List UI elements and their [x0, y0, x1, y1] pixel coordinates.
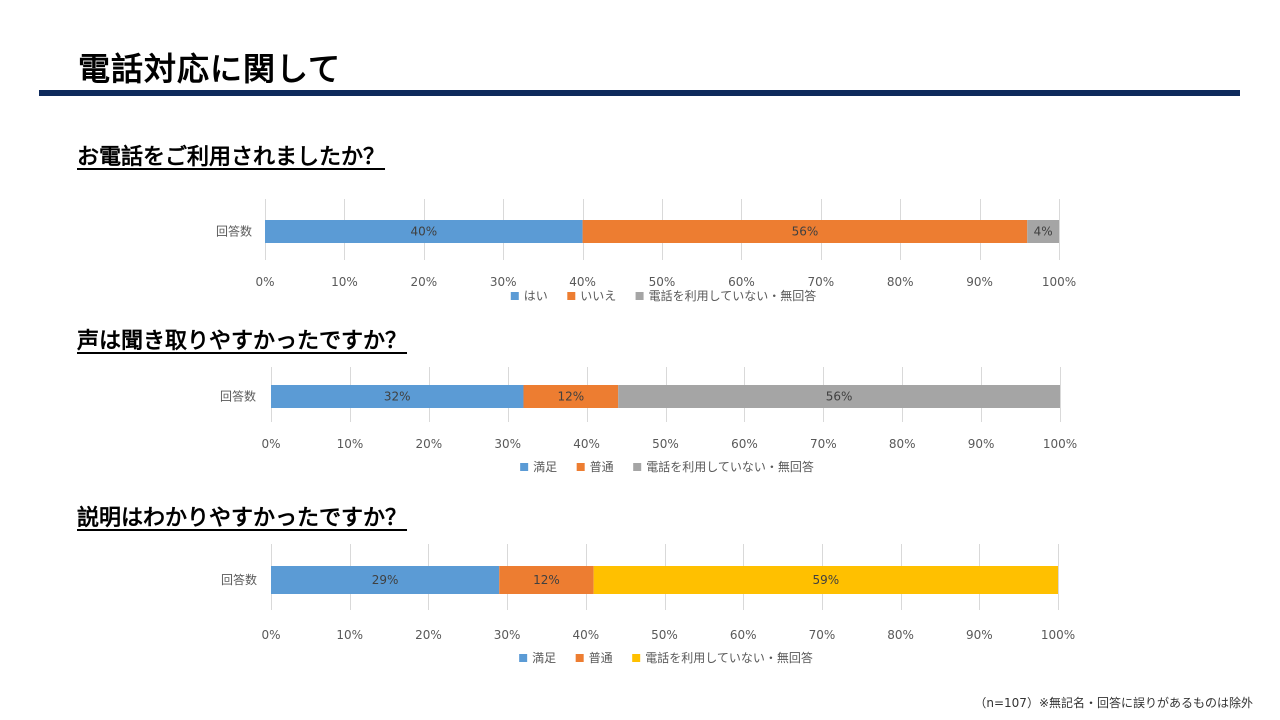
chart-3-bar-3 — [593, 566, 1058, 594]
chart-3-data-label-1: 29% — [372, 573, 399, 587]
chart-1-data-label-1: 40% — [410, 225, 437, 239]
chart-2-data-label-1: 32% — [384, 390, 411, 404]
chart-3-tick-label: 20% — [415, 628, 442, 642]
chart-2-legend-swatch-1 — [520, 463, 529, 471]
chart-2-tick-label: 20% — [415, 437, 442, 451]
chart-2-tick-label: 30% — [494, 437, 521, 451]
chart-3-tick-label: 50% — [651, 628, 678, 642]
chart-2-tick-label: 50% — [652, 437, 679, 451]
chart-2-legend-label-2: 普通 — [590, 460, 614, 474]
chart-3: 回答数 29% 12% 59% 0% 10% 20% 30% 40% 50% 60% 70% 80% 90… — [0, 544, 1280, 670]
chart-3-tick-label: 60% — [730, 628, 757, 642]
chart-2-tick-label: 100% — [1043, 437, 1077, 451]
chart-3-bar-1 — [271, 566, 500, 594]
chart-1-legend-swatch-3 — [635, 292, 644, 300]
chart-3-legend-swatch-2 — [575, 654, 584, 662]
chart-3-data-label-2: 12% — [533, 573, 560, 587]
chart-1-tick-label: 80% — [887, 275, 914, 289]
chart-2-tick-label: 70% — [810, 437, 837, 451]
chart-3-tick-label: 100% — [1041, 628, 1075, 642]
chart-3-tick-label: 40% — [572, 628, 599, 642]
chart-3-legend-label-1: 満足 — [532, 651, 556, 665]
chart-1-tick-label: 100% — [1042, 275, 1076, 289]
chart-2-bar-1 — [271, 385, 524, 408]
chart-1-tick-label: 90% — [966, 275, 993, 289]
chart-1-bar-2 — [582, 220, 1028, 243]
chart-1-tick-label: 30% — [490, 275, 517, 289]
chart-2-legend-swatch-2 — [576, 463, 585, 471]
chart-1-tick-label: 20% — [410, 275, 437, 289]
chart-2-tick-label: 0% — [261, 437, 280, 451]
page-title: 電話対応に関して — [78, 50, 342, 88]
chart-3-tick-label: 90% — [966, 628, 993, 642]
chart-3-data-label-3: 59% — [812, 573, 839, 587]
chart-3-legend-swatch-1 — [519, 654, 528, 662]
chart-3-tick-label: 10% — [336, 628, 363, 642]
chart-3-tick-label: 70% — [809, 628, 836, 642]
chart-2-bar-2 — [523, 385, 619, 408]
chart-1-legend-label-2: いいえ — [580, 289, 616, 303]
chart-2-tick-label: 10% — [337, 437, 364, 451]
chart-1-tick-label: 60% — [728, 275, 755, 289]
chart-1-bar-3 — [1027, 220, 1059, 243]
chart-3-legend-label-3: 電話を利用していない・無回答 — [645, 650, 813, 665]
chart-1-legend-label-1: はい — [524, 289, 548, 303]
chart-3-tick-label: 30% — [494, 628, 521, 642]
chart-1-tick-label: 70% — [807, 275, 834, 289]
title-rule — [39, 90, 1240, 96]
chart-1-tick-label: 10% — [331, 275, 358, 289]
chart-1-legend-label-3: 電話を利用していない・無回答 — [649, 288, 817, 303]
chart-2-tick-label: 40% — [573, 437, 600, 451]
chart-2-legend-swatch-3 — [633, 463, 642, 471]
chart-1-legend-swatch-2 — [567, 292, 576, 300]
chart-3-legend-label-2: 普通 — [589, 651, 613, 665]
chart-3-tick-label: 80% — [887, 628, 914, 642]
chart-3-legend-swatch-3 — [632, 654, 641, 662]
question-2-heading: 声は聞き取りやすかったですか？ — [77, 329, 408, 354]
chart-2-tick-label: 80% — [889, 437, 916, 451]
question-3-heading: 説明はわかりやすかったですか？ — [77, 506, 408, 531]
chart-2-data-label-3: 56% — [826, 390, 853, 404]
chart-2-svg: 回答数 32% 12% 56% 0% 10% 20% 30% 40% 50% 60% 70% 80% 90… — [220, 367, 1077, 474]
chart-1-data-label-2: 56% — [792, 225, 819, 239]
chart-1-category-label: 回答数 — [216, 224, 252, 239]
chart-3-svg: 回答数 29% 12% 59% 0% 10% 20% 30% 40% 50% 60% 70% 80% 90… — [221, 544, 1075, 665]
chart-3-tick-label: 0% — [261, 628, 280, 642]
footnote: （n=107）※無記名・回答に誤りがあるものは除外 — [974, 696, 1253, 710]
chart-2-tick-label: 60% — [731, 437, 758, 451]
chart-2-legend-label-1: 満足 — [533, 460, 557, 474]
chart-1: 回答数 40% 56% 4% 0% 10% 20% 30% 40% 50% 60% 70% 80% 90%… — [0, 195, 1280, 317]
chart-2-legend-label-3: 電話を利用していない・無回答 — [646, 459, 814, 474]
chart-1-svg: 回答数 40% 56% 4% 0% 10% 20% 30% 40% 50% 60% 70% 80% 90%… — [216, 199, 1076, 303]
chart-2-bar-3 — [618, 385, 1060, 408]
chart-2-category-label: 回答数 — [220, 389, 256, 404]
chart-2-data-label-2: 12% — [557, 390, 584, 404]
chart-2-tick-label: 90% — [968, 437, 995, 451]
question-1-heading: お電話をご利用されましたか？ — [77, 145, 386, 170]
chart-1-data-label-3: 4% — [1034, 225, 1053, 239]
chart-1-tick-label: 0% — [255, 275, 274, 289]
chart-1-tick-label: 40% — [569, 275, 596, 289]
chart-2: 回答数 32% 12% 56% 0% 10% 20% 30% 40% 50% 60% 70% 80% 90… — [0, 363, 1280, 485]
chart-1-legend-swatch-1 — [510, 292, 519, 300]
chart-3-category-label: 回答数 — [221, 572, 257, 587]
chart-1-tick-label: 50% — [649, 275, 676, 289]
chart-3-bar-2 — [499, 566, 594, 594]
chart-1-bar-1 — [265, 220, 583, 243]
